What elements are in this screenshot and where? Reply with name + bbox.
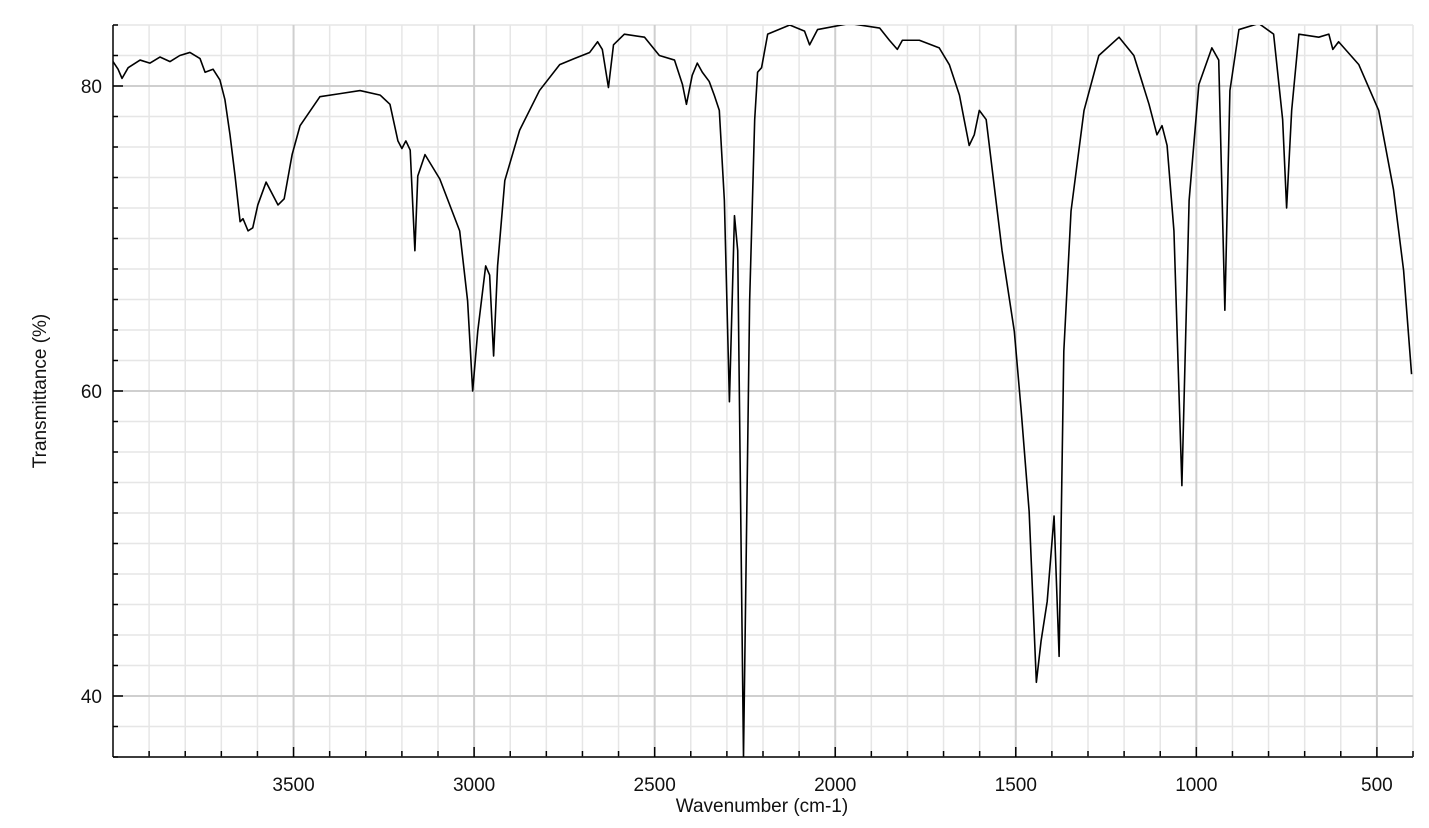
x-tick-label: 2500	[634, 775, 676, 796]
x-tick-label: 3000	[453, 775, 495, 796]
x-tick-label: 500	[1361, 775, 1393, 796]
x-tick-label: 1500	[995, 775, 1037, 796]
y-tick-label: 40	[81, 687, 102, 708]
spectrum-line	[113, 25, 1413, 757]
x-tick-label: 3500	[272, 775, 314, 796]
y-tick-label: 60	[81, 382, 102, 403]
x-tick-label: 1000	[1175, 775, 1217, 796]
x-tick-label: 2000	[814, 775, 856, 796]
x-axis-label: Wavenumber (cm-1)	[676, 796, 848, 817]
y-tick-label: 80	[81, 77, 102, 98]
y-axis-label: Transmittance (%)	[30, 314, 51, 469]
